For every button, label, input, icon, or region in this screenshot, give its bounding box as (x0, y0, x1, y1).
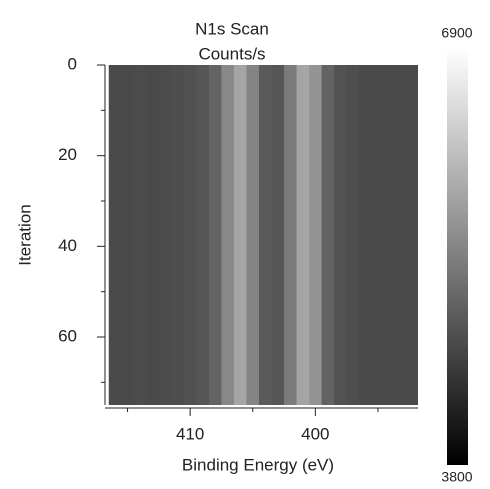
heat-cell (309, 65, 323, 405)
chart-subtitle: Counts/s (198, 44, 265, 63)
heat-cell (321, 65, 335, 405)
y-tick-label: 60 (58, 326, 77, 345)
heat-cell (334, 65, 348, 405)
heat-cell (221, 65, 235, 405)
x-axis-label: Binding Energy (eV) (182, 455, 334, 474)
heat-cell (371, 65, 385, 405)
heat-cell (359, 65, 373, 405)
heat-cell (171, 65, 185, 405)
heat-cell (133, 65, 147, 405)
heat-cell (346, 65, 360, 405)
heat-cell (183, 65, 197, 405)
y-axis-label: Iteration (15, 204, 34, 265)
colorbar (447, 48, 468, 465)
heat-cell (409, 65, 418, 405)
y-tick-label: 0 (68, 54, 77, 73)
colorbar-max-label: 6900 (441, 25, 472, 41)
heat-cell (246, 65, 260, 405)
heat-cell (296, 65, 310, 405)
y-tick-label: 40 (58, 236, 77, 255)
heat-cell (396, 65, 410, 405)
heat-cell (271, 65, 285, 405)
x-tick-label: 410 (176, 424, 204, 443)
heat-cell (146, 65, 160, 405)
heat-cell (208, 65, 222, 405)
heat-cell (196, 65, 210, 405)
heatmap (108, 65, 418, 405)
x-tick-label: 400 (301, 424, 329, 443)
heat-cell (233, 65, 247, 405)
colorbar-min-label: 3800 (441, 469, 472, 485)
y-tick-label: 20 (58, 145, 77, 164)
heat-cell (158, 65, 172, 405)
heat-cell (384, 65, 398, 405)
heat-cell (284, 65, 298, 405)
heat-cell (108, 65, 122, 405)
chart-title: N1s Scan (195, 19, 269, 38)
heat-cell (258, 65, 273, 405)
heat-cell (121, 65, 135, 405)
